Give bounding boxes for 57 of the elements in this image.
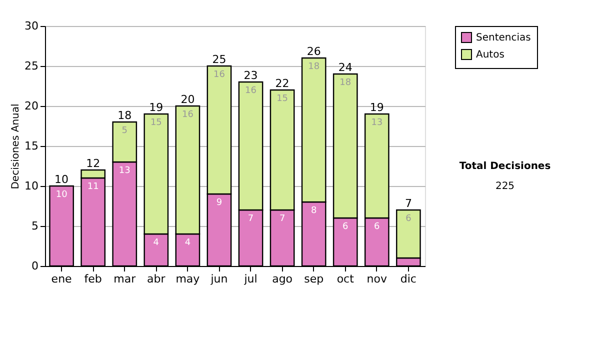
data-label: 6 [374,222,380,232]
data-label: 15 [276,94,288,104]
data-label: 13 [118,166,130,176]
data-label: 16 [182,110,194,120]
legend-label: Sentencias [476,32,531,44]
x-tick-label: mar [114,272,136,286]
x-tick-label: jul [243,272,258,286]
x-tick-label: sep [304,272,324,286]
total-label: 19 [149,101,164,114]
data-label: 8 [310,206,317,216]
legend-label: Autos [476,50,504,60]
text: Total Decisiones [459,161,551,172]
total-label: 24 [338,61,352,74]
y-tick-label: 25 [24,60,38,72]
total-label: 10 [54,173,69,186]
data-label: 16 [214,70,226,80]
total-label: 22 [275,77,290,90]
data-label: 7 [248,214,254,224]
total-label: 19 [370,101,384,114]
x-tick-label: abr [147,272,166,286]
total-label: 7 [404,197,412,210]
data-label: 15 [150,118,162,128]
total-label: 12 [86,157,100,170]
data-label: 10 [56,190,68,200]
data-label: 18 [308,62,320,72]
text: 225 [495,181,515,192]
data-label: 4 [184,238,191,248]
data-label: 6 [342,222,349,232]
x-tick-label: oct [336,272,355,286]
total-label: 20 [180,93,195,106]
y-tick-label: 0 [32,260,38,272]
x-tick-label: feb [84,272,102,286]
y-tick-label: 30 [24,20,38,32]
x-tick-label: jun [210,272,228,286]
total-label: 26 [306,45,321,58]
x-tick-label: dic [400,272,416,286]
total-label: 18 [118,109,132,122]
x-tick-label: ago [272,272,293,286]
x-tick-label: nov [366,272,388,286]
x-tick-label: ene [51,272,72,286]
x-tick-label: may [176,272,200,286]
total-label: 25 [212,53,226,66]
data-label: 4 [153,238,160,248]
data-label: 13 [371,118,383,128]
data-label: 18 [340,78,352,88]
y-tick-label: 5 [32,220,38,232]
data-label: 16 [245,86,257,96]
data-label: 9 [216,198,222,208]
y-axis-title: Decisiones Anual [10,104,22,190]
y-tick-label: 15 [24,140,38,152]
total-label: 23 [244,69,258,82]
data-label: 11 [87,182,99,192]
data-label: 6 [406,214,412,224]
data-label: 5 [122,126,128,136]
y-tick-label: 10 [24,180,38,192]
y-tick-label: 20 [24,100,38,112]
data-label: 7 [279,214,286,224]
